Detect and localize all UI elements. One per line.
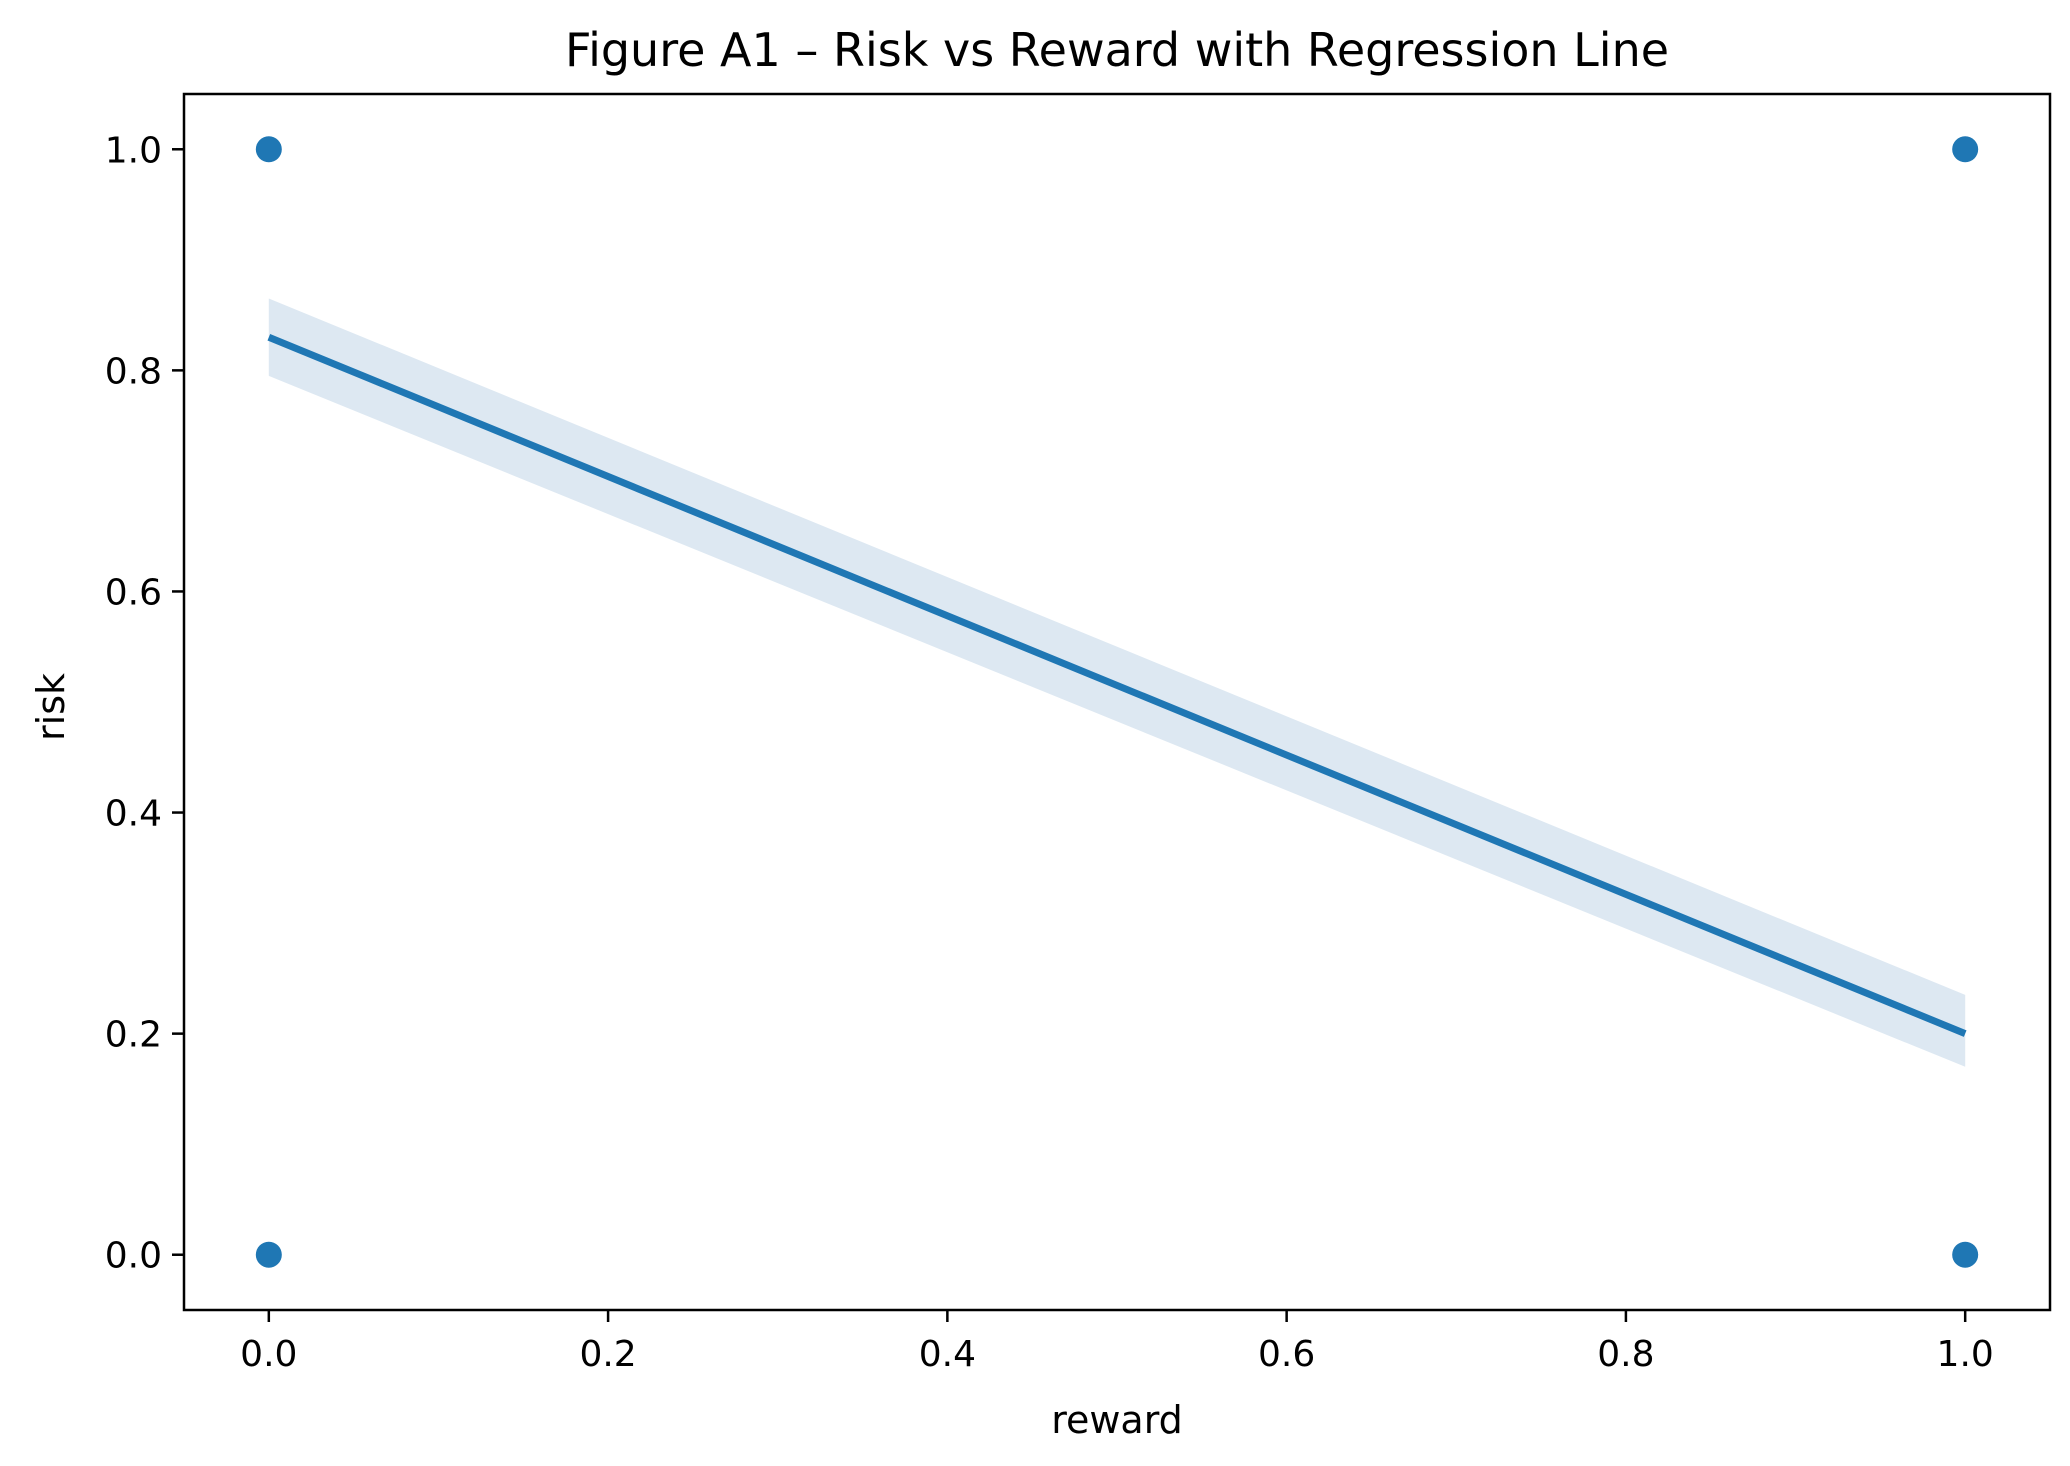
y-tick-label: 0.0: [105, 1236, 162, 1277]
data-points-layer: [255, 136, 1979, 1268]
plot-frame: [182, 92, 2052, 1312]
data-point: [255, 136, 282, 163]
x-axis-label: reward: [1051, 1398, 1183, 1442]
x-tick-label: 1.0: [1937, 1334, 1994, 1375]
plot-area: [255, 136, 1979, 1268]
y-tick-label: 0.4: [105, 794, 162, 835]
x-axis-ticks: 0.0 0.2 0.4 0.6 0.8 1.0: [240, 1310, 1994, 1375]
chart-title: Figure A1 – Risk vs Reward with Regressi…: [565, 23, 1669, 77]
x-tick-label: 0.4: [919, 1334, 976, 1375]
y-axis-ticks: 0.0 0.2 0.4 0.6 0.8 1.0: [105, 130, 184, 1277]
regression-line: [267, 333, 1967, 1037]
x-tick-label: 0.0: [240, 1334, 297, 1375]
y-tick-label: 0.8: [105, 351, 162, 392]
data-point: [1952, 136, 1979, 163]
data-point: [255, 1241, 282, 1268]
y-axis-label: risk: [29, 673, 73, 741]
y-tick-label: 0.6: [105, 572, 162, 613]
x-tick-label: 0.6: [1258, 1334, 1315, 1375]
y-tick-label: 1.0: [105, 130, 162, 171]
y-tick-label: 0.2: [105, 1015, 162, 1056]
x-tick-label: 0.2: [579, 1334, 636, 1375]
x-tick-label: 0.8: [1597, 1334, 1654, 1375]
regression-line-layer: [267, 333, 1967, 1037]
data-point: [1952, 1241, 1979, 1268]
